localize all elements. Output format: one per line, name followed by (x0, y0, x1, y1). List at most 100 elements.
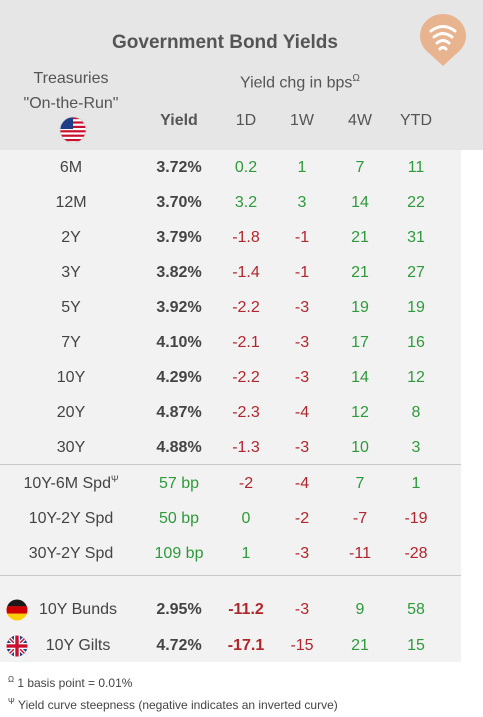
change-1w: -3 (294, 439, 310, 456)
yield-value: 3.82% (156, 264, 202, 281)
change-1d: -2.1 (232, 334, 260, 351)
row-label: 30Y (0, 430, 142, 465)
yield-value: 4.88% (156, 439, 202, 456)
yield-value: 50 bp (158, 510, 200, 527)
row-label: 10Y-6M SpdΨ (0, 466, 142, 501)
treasuries-heading: Treasuries (33, 70, 109, 87)
germany-flag-icon (6, 599, 28, 621)
row-label: 7Y (0, 325, 142, 360)
yield-value: 3.70% (156, 194, 202, 211)
row-label-text: 5Y (61, 299, 81, 316)
table-row: 7Y 4.10% -2.1 -3 17 16 (0, 325, 461, 360)
yield-change-label: Yield chg in bps (240, 74, 353, 92)
col-4w-heading: 4W (348, 112, 372, 129)
yield-value: 2.95% (156, 601, 202, 618)
table-row: 12M 3.70% 3.2 3 14 22 (0, 185, 461, 220)
row-label-text: 30Y (56, 439, 86, 456)
change-4w: 7 (355, 159, 365, 176)
change-1w: -2 (294, 510, 310, 527)
yield-value: 4.87% (156, 404, 202, 421)
change-4w: 21 (351, 264, 369, 281)
change-ytd: 15 (407, 637, 425, 654)
row-label-text: 2Y (61, 229, 81, 246)
change-4w: 12 (351, 404, 369, 421)
omega-footnote-mark: Ω (352, 73, 360, 84)
row-label: 3Y (0, 255, 142, 290)
psi-footnote-mark: Ψ (110, 474, 119, 484)
row-label-text: 10Y Bunds (39, 601, 117, 618)
yield-value: 3.79% (156, 229, 202, 246)
change-1d: 3.2 (234, 194, 258, 211)
row-label-text: 10Y Gilts (45, 637, 111, 654)
table-body (0, 150, 461, 662)
change-1w: -3 (294, 299, 310, 316)
table-row: 30Y-2Y Spd 109 bp 1 -3 -11 -28 (0, 536, 461, 571)
row-label-text: 30Y-2Y Spd (28, 545, 114, 562)
change-1d: 0 (241, 510, 251, 527)
change-1w: -1 (294, 264, 310, 281)
change-1w: -15 (290, 637, 314, 654)
change-4w: 19 (351, 299, 369, 316)
footnote-text: Yield curve steepness (negative indicate… (18, 698, 338, 712)
change-1w: -3 (294, 545, 310, 562)
yield-value: 4.29% (156, 369, 202, 386)
change-4w: 14 (351, 369, 369, 386)
uk-flag-icon (6, 635, 28, 657)
change-ytd: -28 (404, 545, 428, 562)
row-label: 10Y-2Y Spd (0, 501, 142, 536)
psi-footnote-mark: Ψ (8, 697, 15, 706)
yield-value: 3.72% (156, 159, 202, 176)
change-1d: -2 (238, 475, 254, 492)
change-1d: -1.8 (232, 229, 260, 246)
change-4w: 21 (351, 229, 369, 246)
change-1d: -1.4 (232, 264, 260, 281)
change-ytd: 27 (407, 264, 425, 281)
wifi-signal-logo (420, 14, 466, 66)
row-label-text: 10Y (56, 369, 86, 386)
table-row: 10Y Bunds 2.95% -11.2 -3 9 58 (0, 592, 461, 627)
row-label-text: 3Y (61, 264, 81, 281)
table-row: 5Y 3.92% -2.2 -3 19 19 (0, 290, 461, 325)
section-divider (0, 464, 461, 465)
yield-value: 4.10% (156, 334, 202, 351)
change-ytd: -19 (404, 510, 428, 527)
change-1d: -2.2 (232, 299, 260, 316)
change-ytd: 31 (407, 229, 425, 246)
row-label-text: 10Y-2Y Spd (28, 510, 114, 527)
yield-value: 3.92% (156, 299, 202, 316)
us-flag-icon (59, 116, 87, 144)
change-4w: 7 (355, 475, 365, 492)
table-row: 2Y 3.79% -1.8 -1 21 31 (0, 220, 461, 255)
row-label-text: 12M (55, 194, 87, 211)
yield-value: 4.72% (156, 637, 202, 654)
yield-value: 109 bp (154, 545, 204, 562)
col-1w-heading: 1W (290, 112, 314, 129)
table-row: 6M 3.72% 0.2 1 7 11 (0, 150, 461, 185)
col-1d-heading: 1D (235, 112, 257, 129)
row-label: 5Y (0, 290, 142, 325)
change-ytd: 22 (407, 194, 425, 211)
row-label: 2Y (0, 220, 142, 255)
section-divider (0, 575, 461, 576)
row-label: 12M (0, 185, 142, 220)
row-label: 10Y Bunds (30, 592, 126, 627)
change-1w: -4 (294, 475, 310, 492)
row-label: 10Y Gilts (30, 628, 126, 663)
footnote-text: 1 basis point = 0.01% (17, 676, 133, 690)
change-1w: 1 (297, 159, 307, 176)
row-label-text: 6M (59, 159, 83, 176)
change-4w: -11 (349, 545, 371, 562)
table-row: 10Y Gilts 4.72% -17.1 -15 21 15 (0, 628, 461, 663)
yield-value: 57 bp (158, 475, 200, 492)
row-label-text: 20Y (56, 404, 86, 421)
change-4w: 17 (351, 334, 369, 351)
change-1d: -2.3 (232, 404, 260, 421)
row-label: 20Y (0, 395, 142, 430)
row-label-text: 10Y-6M Spd (23, 475, 111, 492)
row-label: 6M (0, 150, 142, 185)
change-4w: -7 (352, 510, 368, 527)
change-1w: -1 (294, 229, 310, 246)
table-row: 10Y-2Y Spd 50 bp 0 -2 -7 -19 (0, 501, 461, 536)
page-title: Government Bond Yields (112, 32, 338, 53)
